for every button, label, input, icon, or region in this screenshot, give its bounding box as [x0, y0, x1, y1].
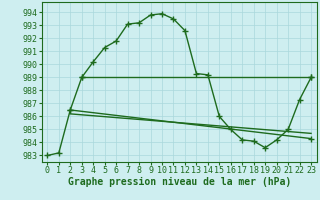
X-axis label: Graphe pression niveau de la mer (hPa): Graphe pression niveau de la mer (hPa) [68, 177, 291, 187]
